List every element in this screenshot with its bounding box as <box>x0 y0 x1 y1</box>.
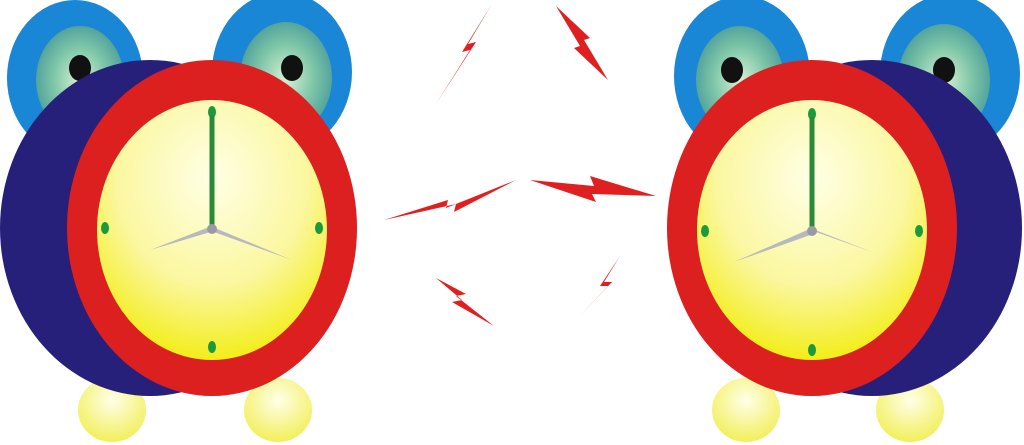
right-marker-3 <box>915 225 923 237</box>
right-foot-1 <box>712 378 780 442</box>
right-hand-left <box>734 228 816 262</box>
lightning-bolt-icon <box>530 176 656 202</box>
left-hand-right <box>210 226 292 260</box>
lightning-bolts <box>384 4 656 326</box>
left-alarm-clock-icon <box>0 0 357 442</box>
lightning-bolt-icon <box>436 4 492 104</box>
left-foot-2 <box>244 378 312 442</box>
right-hand-pivot <box>807 226 817 236</box>
lightning-bolt-icon <box>436 278 494 326</box>
lightning-bolt-icon <box>578 256 620 318</box>
lightning-bolt-icon <box>384 180 516 220</box>
right-hand-right <box>810 228 872 252</box>
right-alarm-clock-icon <box>667 0 1022 442</box>
left-marker-9 <box>101 222 109 234</box>
left-marker-6 <box>208 341 216 353</box>
left-marker-3 <box>315 222 323 234</box>
left-hand-left <box>150 226 214 250</box>
left-hand-vertical <box>209 115 215 227</box>
lightning-bolt-icon <box>556 6 608 80</box>
left-hand-pivot <box>207 224 217 234</box>
right-hand-vertical <box>809 117 815 229</box>
right-marker-6 <box>808 344 816 356</box>
right-marker-9 <box>701 225 709 237</box>
